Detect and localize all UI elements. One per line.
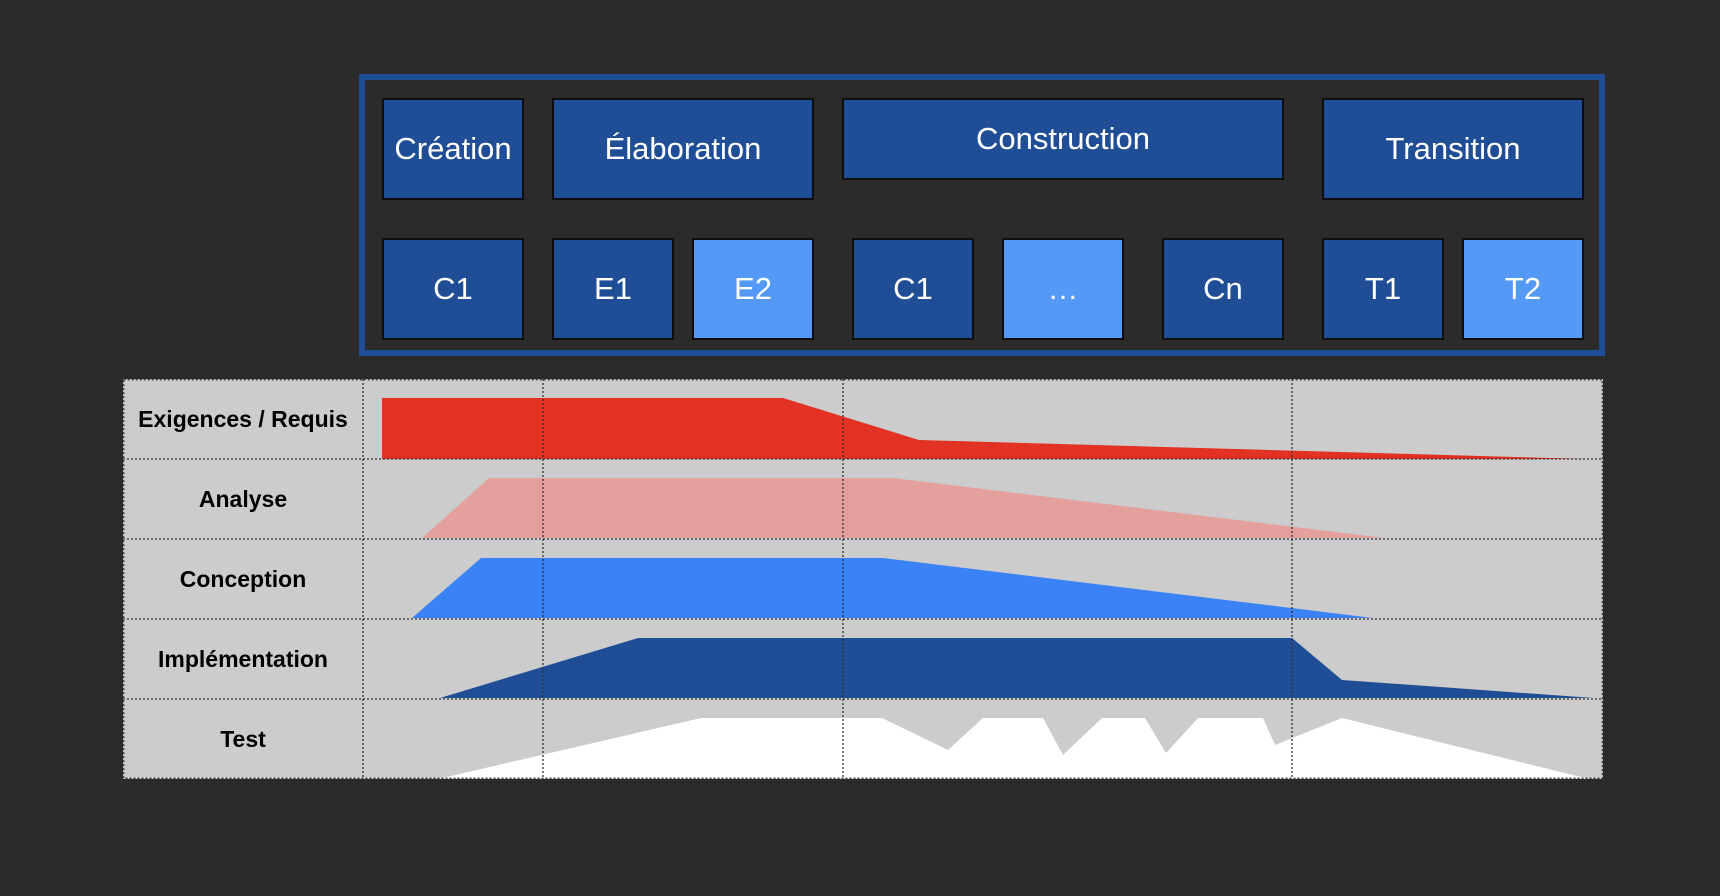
discipline-label-test: Test xyxy=(220,725,266,752)
iteration-label: C1 xyxy=(893,271,933,306)
iteration-label: T1 xyxy=(1364,271,1402,306)
band-implementation xyxy=(440,638,1594,698)
grid-lines xyxy=(123,379,1603,779)
iteration-box-ellipsis: … xyxy=(1002,238,1124,340)
band-conception xyxy=(412,558,1373,618)
phase-label: Élaboration xyxy=(604,131,762,166)
discipline-label-analyse: Analyse xyxy=(198,485,288,512)
iteration-label: … xyxy=(1047,271,1079,306)
phase-box-elaboration: Élaboration xyxy=(552,98,814,200)
phase-box-creation: Création xyxy=(382,98,524,200)
discipline-label-implementation: Implémentation xyxy=(158,645,328,672)
phase-box-transition: Transition xyxy=(1322,98,1584,200)
iteration-box-t1: T1 xyxy=(1322,238,1444,340)
iteration-label: E2 xyxy=(734,271,772,306)
band-test xyxy=(438,718,1589,779)
band-analyse xyxy=(422,478,1385,538)
iteration-box-e1: E1 xyxy=(552,238,674,340)
iteration-box-c1-creation: C1 xyxy=(382,238,524,340)
phase-label: Transition xyxy=(1385,131,1521,166)
discipline-label-exigences: Exigences / Requis xyxy=(138,405,348,432)
phase-iteration-frame xyxy=(359,74,1605,356)
iteration-label: E1 xyxy=(594,271,632,306)
iteration-box-t2: T2 xyxy=(1462,238,1584,340)
phase-label: Création xyxy=(394,131,512,166)
band-exigences xyxy=(382,398,1587,459)
phase-box-construction: Construction xyxy=(842,98,1284,180)
iteration-box-e2: E2 xyxy=(692,238,814,340)
iteration-label: T2 xyxy=(1504,271,1542,306)
discipline-label-conception: Conception xyxy=(179,565,307,592)
iteration-box-cn: Cn xyxy=(1162,238,1284,340)
phase-label: Construction xyxy=(975,121,1151,156)
iteration-box-c1-construction: C1 xyxy=(852,238,974,340)
iteration-label: Cn xyxy=(1203,271,1243,306)
discipline-workload-chart xyxy=(123,379,1603,779)
iteration-label: C1 xyxy=(433,271,473,306)
